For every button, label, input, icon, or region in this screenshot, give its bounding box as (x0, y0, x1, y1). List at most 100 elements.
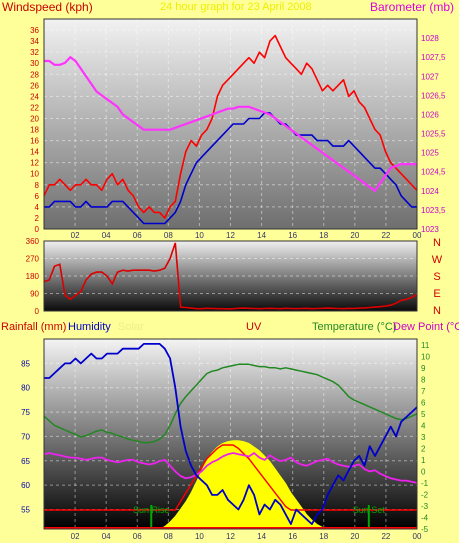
tick-label-humidity: 65 (21, 457, 30, 466)
tick-label-hour: 12 (226, 532, 235, 541)
tick-label-temperature: 11 (421, 341, 430, 350)
tick-label-windspeed: 10 (30, 170, 39, 179)
tick-label-windspeed: 30 (30, 59, 39, 68)
date-banner: 24 hour graph for 23 April 2008 (160, 1, 312, 13)
tick-label-humidity: 60 (21, 481, 30, 490)
tick-label-temperature: 1 (421, 456, 426, 465)
tick-label-temperature: -2 (421, 490, 429, 499)
tick-label-barometer: 1024 (421, 187, 439, 196)
tick-label-barometer: 1024,5 (421, 168, 446, 177)
sunrise-label: Sun Rise (133, 505, 170, 515)
tick-label-direction: 90 (30, 290, 39, 299)
tick-label-humidity: 80 (21, 384, 30, 393)
plot-frame (43, 338, 418, 530)
tick-label-temperature: 8 (421, 375, 426, 384)
tick-label-windspeed: 12 (30, 159, 39, 168)
tick-label-hour: 04 (102, 231, 111, 240)
tick-label-windspeed: 14 (30, 148, 39, 157)
tick-label-hour: 02 (71, 231, 80, 240)
tick-label-hour: 02 (71, 532, 80, 541)
tick-label-hour: 20 (350, 231, 359, 240)
tick-label-windspeed: 26 (30, 81, 39, 90)
tick-label-humidity: 55 (21, 506, 30, 515)
tick-label-temperature: 0 (421, 467, 426, 476)
tick-label-hour: 18 (319, 532, 328, 541)
tick-label-hour: 00 (413, 532, 422, 541)
tick-label-hour: 22 (381, 532, 390, 541)
uv-label: UV (246, 321, 262, 333)
tick-label-temperature: 4 (421, 421, 426, 430)
series-barometer (44, 56, 417, 192)
tick-label-hour: 04 (102, 532, 111, 541)
tick-label-windspeed: 36 (30, 26, 39, 35)
tick-label-barometer: 1027 (421, 72, 439, 81)
tick-label-hour: 14 (257, 532, 266, 541)
series-humidity (44, 342, 418, 525)
wind-direction-letter: E (433, 288, 441, 300)
tick-label-windspeed: 0 (35, 225, 40, 234)
tick-label-windspeed: 18 (30, 126, 39, 135)
tick-label-windspeed: 2 (35, 214, 40, 223)
tick-label-hour: 08 (164, 231, 173, 240)
series-wind-gust (43, 34, 418, 219)
series-uv (44, 444, 417, 511)
humidity-label: Humidity (68, 321, 111, 333)
tick-label-hour: 16 (288, 532, 297, 541)
tick-label-barometer: 1023,5 (421, 206, 446, 215)
tick-label-direction: 270 (26, 255, 40, 264)
tick-label-humidity: 70 (21, 432, 30, 441)
tick-label-hour: 22 (381, 231, 390, 240)
tick-label-temperature: -3 (421, 502, 429, 511)
tick-label-temperature: 3 (421, 433, 426, 442)
temperature-label: Temperature (°C) (312, 321, 397, 333)
tick-label-temperature: 2 (421, 444, 426, 453)
series-wind-average (44, 112, 417, 225)
tick-label-temperature: 9 (421, 364, 426, 373)
series-wind-direction (43, 242, 418, 310)
tick-label-windspeed: 32 (30, 48, 39, 57)
tick-label-direction: 0 (35, 307, 40, 316)
tick-label-windspeed: 34 (30, 37, 39, 46)
tick-label-hour: 14 (257, 231, 266, 240)
tick-label-temperature: 6 (421, 398, 426, 407)
tick-label-hour: 10 (195, 532, 204, 541)
tick-label-barometer: 1025 (421, 149, 439, 158)
sunset-label: Sun Set (353, 505, 386, 515)
series-temperature (43, 363, 418, 444)
series-dew-point (43, 452, 418, 484)
tick-label-temperature: 10 (421, 352, 430, 361)
tick-label-temperature: -1 (421, 479, 429, 488)
tick-label-barometer: 1028 (421, 34, 439, 43)
tick-label-windspeed: 16 (30, 137, 39, 146)
tick-label-windspeed: 22 (30, 103, 39, 112)
wind-direction-letter: S (433, 271, 441, 283)
dew-point-label: Dew Point (°C) (393, 321, 459, 333)
tick-label-temperature: 5 (421, 410, 426, 419)
tick-label-humidity: 85 (21, 359, 30, 368)
tick-label-windspeed: 20 (30, 114, 39, 123)
windspeed-label: Windspeed (kph) (2, 0, 93, 14)
tick-label-temperature: -4 (421, 513, 429, 522)
wind-direction-letter: W (431, 254, 443, 266)
tick-label-barometer: 1027,5 (421, 53, 446, 62)
tick-label-hour: 00 (413, 231, 422, 240)
tick-label-direction: 180 (26, 272, 40, 281)
tick-label-windspeed: 8 (35, 181, 40, 190)
tick-label-hour: 06 (133, 532, 142, 541)
tick-label-barometer: 1026 (421, 110, 439, 119)
tick-label-hour: 08 (164, 532, 173, 541)
tick-label-humidity: 75 (21, 408, 30, 417)
tick-label-windspeed: 24 (30, 92, 39, 101)
tick-label-barometer: 1025,5 (421, 130, 446, 139)
tick-label-direction: 360 (26, 237, 40, 246)
tick-label-temperature: -5 (421, 525, 429, 534)
rainfall-label: Rainfall (mm) (1, 321, 67, 333)
tick-label-windspeed: 4 (35, 203, 40, 212)
tick-label-windspeed: 6 (35, 192, 40, 201)
tick-label-hour: 18 (319, 231, 328, 240)
tick-label-hour: 12 (226, 231, 235, 240)
tick-label-hour: 16 (288, 231, 297, 240)
solar-label: Solar (118, 321, 144, 333)
